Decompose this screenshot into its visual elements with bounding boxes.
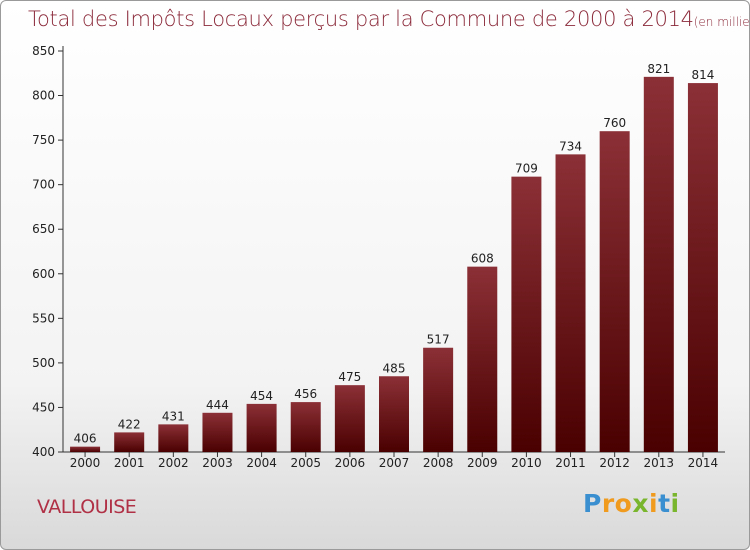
bar [334, 385, 365, 452]
title-unit: (en milliers d'€) [693, 15, 750, 29]
bar [555, 154, 586, 452]
bar [423, 347, 454, 452]
bar [290, 402, 321, 452]
data-label: 444 [206, 398, 229, 412]
y-tick-label: 500 [32, 356, 55, 370]
bar [158, 424, 189, 452]
data-label: 454 [250, 389, 273, 403]
logo-letter: o [614, 489, 633, 518]
data-label: 608 [471, 252, 494, 266]
y-tick-label: 400 [32, 445, 55, 459]
data-label: 485 [383, 361, 406, 375]
y-tick-label: 750 [32, 133, 55, 147]
x-tick-label: 2001 [114, 456, 145, 470]
x-tick-label: 2009 [467, 456, 498, 470]
x-tick-label: 2004 [246, 456, 277, 470]
bar [114, 432, 145, 452]
bar [511, 176, 542, 452]
x-tick-label: 2012 [599, 456, 630, 470]
data-label: 709 [515, 162, 538, 176]
commune-name: VALLOUISE [37, 496, 137, 518]
bar [599, 131, 630, 452]
data-label: 760 [603, 116, 626, 130]
x-tick-label: 2006 [335, 456, 366, 470]
bar [246, 403, 277, 452]
y-tick-label: 450 [32, 400, 55, 414]
bar [70, 446, 101, 452]
chart-title: Total des Impôts Locaux perçus par la Co… [28, 7, 750, 31]
logo-letter: P [583, 489, 602, 518]
axes: 400 450 500 550 600 650 700 750 800 850 2000 2001 20… [32, 44, 725, 470]
y-tick-label: 850 [32, 44, 55, 58]
x-tick-label: 2011 [555, 456, 586, 470]
y-tick-label: 650 [32, 222, 55, 236]
bars-group: 406 422 431 444 454 456 475 485 517 608 709 734 760 8… [70, 62, 718, 452]
logo-letter: t [658, 489, 671, 518]
y-tick-label: 550 [32, 311, 55, 325]
y-tick-label: 800 [32, 89, 55, 103]
x-tick-label: 2014 [688, 456, 719, 470]
logo-letter: r [601, 489, 615, 518]
logo-letter: x [632, 489, 649, 518]
data-label: 422 [118, 417, 141, 431]
proxiti-logo: Proxiti [583, 489, 680, 518]
x-tick-label: 2008 [423, 456, 454, 470]
logo-letter: i [670, 489, 680, 518]
data-label: 431 [162, 409, 185, 423]
x-tick-label: 2013 [644, 456, 675, 470]
bar [643, 76, 674, 452]
data-label: 456 [294, 387, 317, 401]
x-tick-label: 2007 [379, 456, 410, 470]
x-tick-label: 2010 [511, 456, 542, 470]
x-tick-label: 2002 [158, 456, 189, 470]
title-text: Total des Impôts Locaux perçus par la Co… [28, 7, 694, 31]
x-tick-label: 2003 [202, 456, 233, 470]
data-label: 821 [647, 62, 670, 76]
x-tick-label: 2000 [70, 456, 101, 470]
logo-letter: i [649, 489, 659, 518]
y-tick-label: 600 [32, 267, 55, 281]
data-label: 734 [559, 139, 582, 153]
bar [687, 83, 718, 452]
y-tick-label: 700 [32, 178, 55, 192]
data-label: 475 [338, 370, 361, 384]
data-label: 517 [427, 333, 450, 347]
data-label: 406 [74, 432, 97, 446]
x-tick-label: 2005 [290, 456, 321, 470]
bar [379, 376, 409, 452]
data-label: 814 [691, 68, 714, 82]
bar [467, 266, 498, 452]
bar [202, 412, 233, 452]
